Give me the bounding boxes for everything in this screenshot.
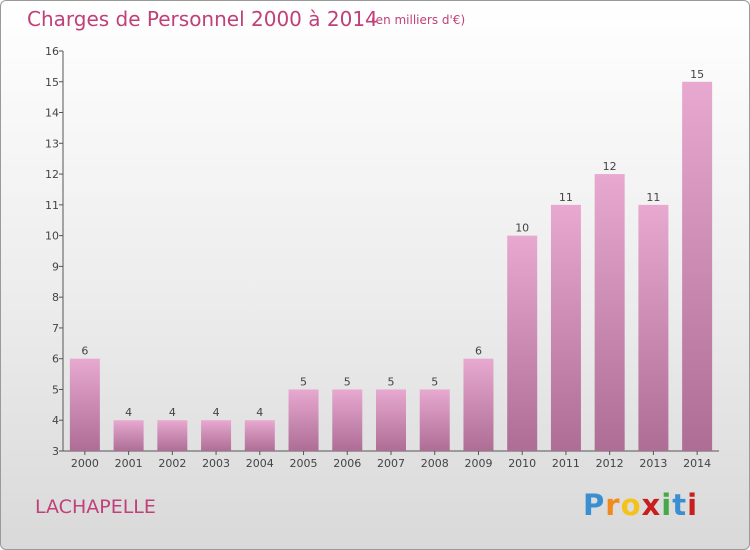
bar xyxy=(157,420,188,451)
bar xyxy=(244,420,275,451)
bar xyxy=(463,358,494,451)
bar xyxy=(332,389,363,451)
bar-value-label: 6 xyxy=(81,345,88,358)
commune-name: LACHAPELLE xyxy=(35,496,156,518)
x-tick-label: 2009 xyxy=(464,457,492,470)
bar-value-label: 5 xyxy=(300,375,307,388)
bar-value-label: 11 xyxy=(646,191,660,204)
y-tick-label: 9 xyxy=(52,260,59,273)
chart-subtitle: (en milliers d'€) xyxy=(371,13,466,27)
bar xyxy=(507,235,538,451)
bar-value-label: 12 xyxy=(603,160,617,173)
logo-letter: i xyxy=(687,488,699,522)
x-tick-label: 2000 xyxy=(71,457,99,470)
bar xyxy=(113,420,144,451)
bar-value-label: 4 xyxy=(169,406,176,419)
y-tick-label: 12 xyxy=(45,168,59,181)
bar-value-label: 10 xyxy=(515,222,529,235)
x-tick-label: 2010 xyxy=(508,457,536,470)
bar-value-label: 5 xyxy=(344,375,351,388)
x-tick-label: 2014 xyxy=(683,457,711,470)
y-tick-label: 7 xyxy=(52,322,59,335)
logo-letter: o xyxy=(620,488,642,522)
y-tick-label: 10 xyxy=(45,230,59,243)
y-tick-label: 6 xyxy=(52,353,59,366)
x-tick-label: 2002 xyxy=(158,457,186,470)
bar xyxy=(550,204,581,451)
chart-title: Charges de Personnel 2000 à 2014 xyxy=(27,7,378,31)
chart-axes: 3 4 5 6 7 8 9 10 11 12 13 14 15 16 2000 2001 2002 2003 200… xyxy=(45,45,719,470)
bar-value-label: 5 xyxy=(388,375,395,388)
bar-value-label: 4 xyxy=(213,406,220,419)
bar xyxy=(69,358,100,451)
y-tick-label: 8 xyxy=(52,291,59,304)
y-tick-label: 16 xyxy=(45,45,59,58)
y-tick-label: 3 xyxy=(52,445,59,458)
bar xyxy=(288,389,319,451)
proxiti-logo: Proxiti xyxy=(583,488,698,522)
y-tick-label: 4 xyxy=(52,414,59,427)
bar-value-label: 5 xyxy=(431,375,438,388)
x-tick-label: 2004 xyxy=(246,457,274,470)
bar-value-label: 4 xyxy=(256,406,263,419)
x-tick-label: 2006 xyxy=(333,457,361,470)
x-tick-label: 2011 xyxy=(552,457,580,470)
logo-letter: t xyxy=(672,488,688,522)
logo-letter: i xyxy=(661,488,673,522)
y-tick-label: 13 xyxy=(45,137,59,150)
logo-letter: x xyxy=(641,488,662,522)
logo-letter: r xyxy=(605,488,621,522)
logo-letter: P xyxy=(583,488,606,522)
bar xyxy=(376,389,406,451)
bar xyxy=(594,174,625,452)
x-tick-label: 2013 xyxy=(639,457,667,470)
y-tick-label: 11 xyxy=(45,199,59,212)
y-tick-label: 5 xyxy=(52,383,59,396)
x-tick-label: 2008 xyxy=(421,457,449,470)
x-tick-label: 2007 xyxy=(377,457,405,470)
bar xyxy=(419,389,450,451)
y-tick-label: 15 xyxy=(45,76,59,89)
x-tick-label: 2001 xyxy=(115,457,143,470)
chart-bars: 6 4 4 4 4 5 5 5 5 6 10 11 12 11 15 xyxy=(69,68,713,452)
bar-value-label: 15 xyxy=(690,68,704,81)
bar xyxy=(682,81,713,452)
bar-value-label: 6 xyxy=(475,345,482,358)
bar-value-label: 4 xyxy=(125,406,132,419)
x-tick-label: 2012 xyxy=(596,457,624,470)
x-tick-label: 2005 xyxy=(290,457,318,470)
bar-value-label: 11 xyxy=(559,191,573,204)
x-tick-label: 2003 xyxy=(202,457,230,470)
y-tick-label: 14 xyxy=(45,107,59,120)
bar xyxy=(201,420,232,451)
bar xyxy=(638,204,669,451)
